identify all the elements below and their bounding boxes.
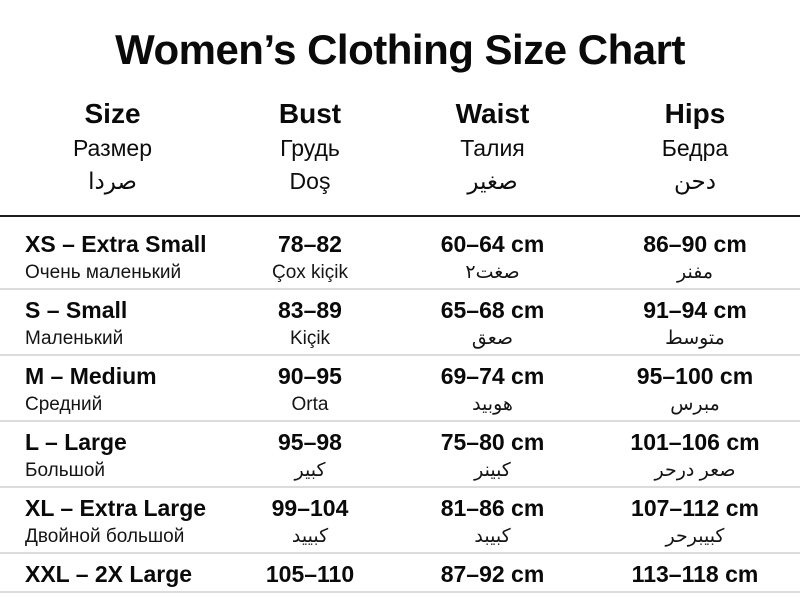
hips-cell: 95–100 cm مبرس <box>590 362 800 418</box>
hips-cell: 107–112 cm كبيبرحر <box>590 494 800 550</box>
column-header-waist-en: Waist <box>455 98 530 130</box>
size-label-ru: Большой <box>25 459 106 481</box>
size-label-ru: Маленький <box>25 327 124 349</box>
size-cell: M – Medium Средний <box>0 362 225 418</box>
bust-value: 105–110 <box>265 560 355 587</box>
table-row: XS – Extra Small Очень маленький 78–82 Ç… <box>0 217 800 290</box>
waist-value: 87–92 cm <box>440 560 545 587</box>
hips-label-ar: كبيبرحر <box>665 525 725 547</box>
column-header-size-ru: Размер <box>72 135 153 162</box>
column-header-size: Size Размер صردا <box>0 96 225 198</box>
size-label: M – Medium <box>25 362 157 389</box>
waist-cell: 60–64 cm صغت٢ <box>395 230 590 286</box>
hips-value: 113–118 cm <box>631 560 759 587</box>
table-row: S – Small Маленький 83–89 Kiçik 65–68 cm… <box>0 290 800 356</box>
bust-cell: 99–104 كبييد <box>225 494 395 550</box>
table-row: XXL – 2X Large 105–110 87–92 cm 113–118 … <box>0 554 800 593</box>
bust-cell: 95–98 كبير <box>225 428 395 484</box>
column-header-waist-ar: صغير <box>467 168 518 195</box>
column-header-hips-ru: Бедра <box>661 135 729 162</box>
bust-value: 99–104 <box>271 494 349 521</box>
waist-cell: 81–86 cm كبيبد <box>395 494 590 550</box>
hips-value: 107–112 cm <box>631 494 759 521</box>
hips-cell: 91–94 cm متوسط <box>590 296 800 352</box>
bust-label-az: Kiçik <box>289 327 331 349</box>
bust-cell: 83–89 Kiçik <box>225 296 395 352</box>
bust-label-az: Çox kiçik <box>271 261 348 283</box>
waist-label-ar: هوبيد <box>472 393 513 415</box>
hips-cell: 101–106 cm صعر درحر <box>590 428 800 484</box>
size-label-ru: Средний <box>25 393 103 415</box>
bust-label-az: Orta <box>291 393 329 415</box>
size-cell: XL – Extra Large Двойной большой <box>0 494 225 550</box>
size-cell: XXL – 2X Large <box>0 560 225 589</box>
size-cell: S – Small Маленький <box>0 296 225 352</box>
waist-cell: 69–74 cm هوبيد <box>395 362 590 418</box>
column-header-hips-en: Hips <box>664 98 726 130</box>
size-label: XL – Extra Large <box>25 494 207 521</box>
waist-value: 60–64 cm <box>440 230 545 257</box>
hips-label-ar: صعر درحر <box>654 459 736 481</box>
size-cell: XS – Extra Small Очень маленький <box>0 230 225 286</box>
size-label: XS – Extra Small <box>25 230 207 257</box>
waist-cell: 87–92 cm <box>395 560 590 589</box>
size-label: XXL – 2X Large <box>25 560 193 587</box>
waist-cell: 75–80 cm كبينر <box>395 428 590 484</box>
column-header-bust-ru: Грудь <box>280 135 340 162</box>
waist-cell: 65–68 cm صعق <box>395 296 590 352</box>
hips-label-ar: مفنر <box>676 261 713 283</box>
column-header-bust-en: Bust <box>278 98 342 130</box>
waist-label-ar: صعق <box>471 327 514 349</box>
table-header: Size Размер صردا Bust Грудь Doş Waist Та… <box>0 96 800 214</box>
table-row: M – Medium Средний 90–95 Orta 69–74 cm ه… <box>0 356 800 422</box>
column-header-waist: Waist Талия صغير <box>395 96 590 198</box>
column-header-waist-ru: Талия <box>460 135 525 162</box>
column-header-hips: Hips Бедра دحن <box>590 96 800 198</box>
hips-cell: 86–90 cm مفنر <box>590 230 800 286</box>
hips-value: 86–90 cm <box>643 230 747 257</box>
column-header-bust: Bust Грудь Doş <box>225 96 395 198</box>
header-divider <box>0 214 800 217</box>
size-cell: L – Large Большой <box>0 428 225 484</box>
hips-label-ar: متوسط <box>665 327 725 349</box>
waist-label-ar: كبيبد <box>474 525 511 547</box>
bust-cell: 78–82 Çox kiçik <box>225 230 395 286</box>
hips-value: 95–100 cm <box>636 362 754 389</box>
size-label: S – Small <box>25 296 128 323</box>
hips-value: 91–94 cm <box>643 296 747 323</box>
bust-cell: 105–110 <box>225 560 395 589</box>
table-row: L – Large Большой 95–98 كبير 75–80 cm كب… <box>0 422 800 488</box>
bust-value: 83–89 <box>278 296 342 323</box>
waist-value: 75–80 cm <box>440 428 545 455</box>
table-row: XL – Extra Large Двойной большой 99–104 … <box>0 488 800 554</box>
hips-label-ar: مبرس <box>670 393 720 415</box>
waist-value: 65–68 cm <box>440 296 545 323</box>
bust-label-ar: كبير <box>294 459 326 481</box>
waist-label-ar: صغت٢ <box>465 261 520 283</box>
size-label: L – Large <box>25 428 127 455</box>
column-header-hips-ar: دحن <box>674 168 716 195</box>
bust-value: 95–98 <box>278 428 342 455</box>
waist-label-ar: كبينر <box>474 459 511 481</box>
bust-value: 90–95 <box>278 362 342 389</box>
size-label-ru: Очень маленький <box>25 261 182 283</box>
page-title: Women’s Clothing Size Chart <box>115 26 685 73</box>
hips-value: 101–106 cm <box>630 428 760 455</box>
bust-value: 78–82 <box>278 230 342 257</box>
column-header-size-ar: صردا <box>88 168 137 195</box>
bust-label-ar: كبييد <box>291 525 329 547</box>
column-header-bust-az: Doş <box>289 168 331 195</box>
column-header-size-en: Size <box>84 98 141 130</box>
waist-value: 69–74 cm <box>440 362 545 389</box>
bust-cell: 90–95 Orta <box>225 362 395 418</box>
size-label-ru: Двойной большой <box>25 525 185 547</box>
hips-cell: 113–118 cm <box>590 560 800 589</box>
waist-value: 81–86 cm <box>440 494 545 521</box>
